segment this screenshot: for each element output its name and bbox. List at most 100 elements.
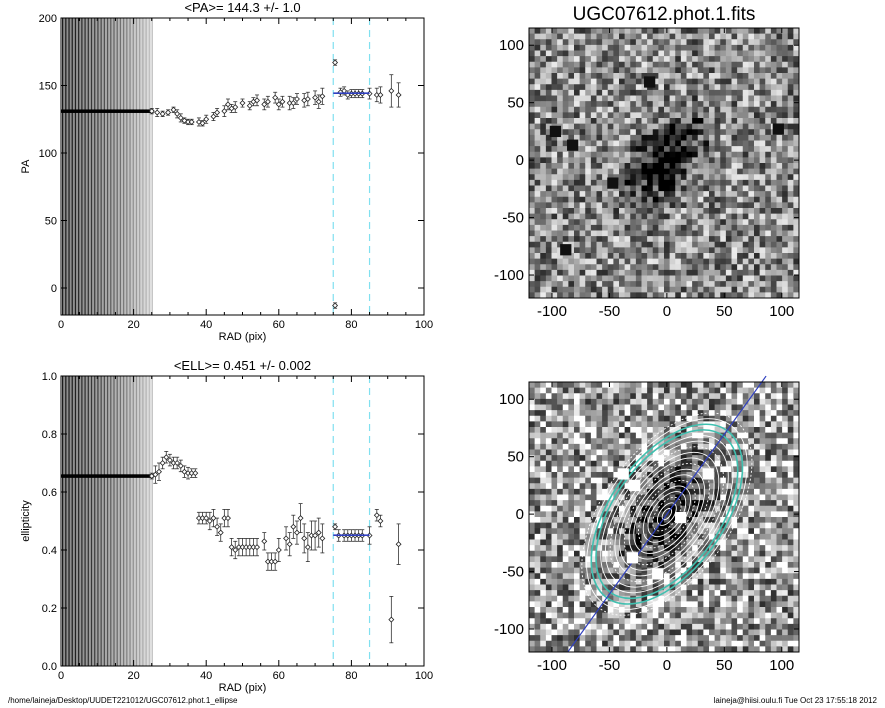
image-pixel <box>579 264 586 271</box>
image-pixel <box>692 84 699 91</box>
image-pixel <box>720 134 727 141</box>
image-pixel <box>754 241 761 248</box>
image-pixel <box>635 421 642 428</box>
image-pixel <box>697 595 704 602</box>
image-pixel <box>697 73 704 80</box>
image-pixel <box>568 387 575 394</box>
image-pixel <box>540 488 547 495</box>
image-pixel <box>602 382 609 389</box>
image-pixel <box>714 387 721 394</box>
image-pixel <box>613 449 620 456</box>
image-pixel <box>607 545 614 552</box>
image-pixel <box>574 129 581 136</box>
image-pixel <box>658 236 665 243</box>
image-pixel <box>692 275 699 282</box>
image-pixel <box>534 618 541 625</box>
image-pixel <box>647 28 654 35</box>
image-pixel <box>635 382 642 389</box>
image-pixel <box>641 646 648 653</box>
image-pixel <box>664 584 671 591</box>
image-pixel <box>664 101 671 108</box>
data-point <box>297 515 304 522</box>
image-pixel <box>664 398 671 405</box>
image-pixel <box>540 545 547 552</box>
image-pixel <box>709 567 716 574</box>
image-pixel <box>534 607 541 614</box>
image-pixel <box>568 179 575 186</box>
image-pixel <box>742 219 749 226</box>
image-pixel <box>545 73 552 80</box>
image-pixel <box>680 584 687 591</box>
image-pixel <box>630 78 637 85</box>
image-pixel <box>562 230 569 237</box>
image-pixel <box>720 157 727 164</box>
image-pixel <box>568 101 575 108</box>
image-pixel <box>686 398 693 405</box>
image-pixel <box>692 640 699 647</box>
data-point <box>159 460 166 466</box>
image-pixel <box>692 398 699 405</box>
image-pixel <box>652 607 659 614</box>
image-pixel <box>635 562 642 569</box>
image-pixel <box>590 584 597 591</box>
image-pixel <box>568 123 575 130</box>
image-pixel <box>630 517 637 524</box>
image-pixel <box>686 241 693 248</box>
image-pixel <box>675 151 682 158</box>
image-pixel <box>703 398 710 405</box>
image-pixel <box>692 230 699 237</box>
image-pixel <box>590 427 597 434</box>
image-pixel <box>647 146 654 153</box>
image-pixel <box>568 112 575 119</box>
image-pixel <box>624 247 631 254</box>
image-pixel <box>782 191 789 198</box>
image-pixel <box>652 269 659 276</box>
image-pixel <box>714 567 721 574</box>
image-pixel <box>737 398 744 405</box>
image-pixel <box>551 39 558 46</box>
image-pixel <box>748 253 755 260</box>
image-pixel <box>680 95 687 102</box>
image-pixel <box>596 44 603 51</box>
image-pixel <box>545 646 552 653</box>
image-pixel <box>658 146 665 153</box>
image-pixel <box>545 567 552 574</box>
image-pixel <box>585 387 592 394</box>
image-pixel <box>742 247 749 254</box>
image-pixel <box>607 573 614 580</box>
image-pixel <box>725 191 732 198</box>
image-pixel <box>737 191 744 198</box>
image-pixel <box>624 112 631 119</box>
image-pixel <box>697 398 704 405</box>
image-pixel <box>579 460 586 467</box>
image-pixel <box>630 73 637 80</box>
image-pixel <box>585 539 592 546</box>
image-pixel <box>686 50 693 57</box>
image-pixel <box>624 286 631 293</box>
image-pixel <box>675 573 682 580</box>
image-pixel <box>534 640 541 647</box>
image-pixel <box>557 550 564 557</box>
image-pixel <box>602 89 609 96</box>
image-pixel <box>754 146 761 153</box>
image-pixel <box>613 539 620 546</box>
image-pixel <box>714 196 721 203</box>
image-pixel <box>579 500 586 507</box>
image-pixel <box>590 477 597 484</box>
image-pixel <box>737 146 744 153</box>
image-pixel <box>630 202 637 209</box>
image-pixel <box>793 208 800 215</box>
image-pixel <box>585 623 592 630</box>
image-pixel <box>686 118 693 125</box>
image-pixel <box>579 567 586 574</box>
image-pixel <box>534 185 541 192</box>
image-pixel <box>776 275 783 282</box>
image-pixel <box>664 640 671 647</box>
image-pixel <box>675 612 682 619</box>
image-pixel <box>579 432 586 439</box>
image-pixel <box>686 112 693 119</box>
image-pixel <box>590 202 597 209</box>
image-pixel <box>585 196 592 203</box>
image-pixel <box>742 129 749 136</box>
image-pixel <box>574 522 581 529</box>
